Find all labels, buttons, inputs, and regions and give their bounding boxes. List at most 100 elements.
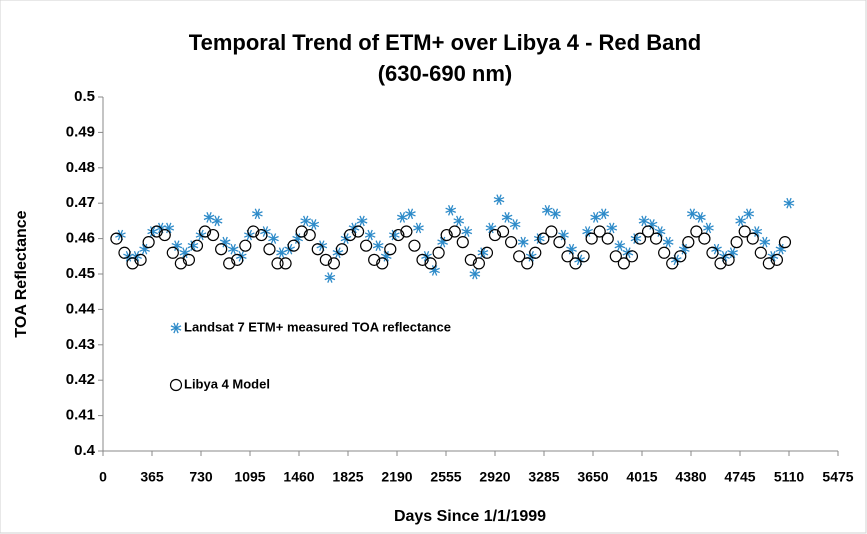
data-point [614,240,626,252]
data-point [553,236,566,249]
data-point [110,232,123,245]
data-point [432,246,445,259]
data-point [485,222,497,234]
x-tick-label: 2555 [430,469,461,485]
x-tick-label: 1460 [283,469,314,485]
data-point [537,232,550,245]
data-point [384,243,397,256]
data-point [287,239,300,252]
data-point [493,194,505,205]
data-point [150,225,163,238]
data-point [163,222,175,234]
data-point [513,250,526,263]
data-point [206,228,220,242]
data-point [295,225,308,238]
data-point [751,226,763,237]
y-tick-label: 0.49 [66,123,95,140]
data-point [759,236,771,248]
data-point [118,246,131,259]
x-tick-label: 3285 [528,469,559,485]
y-tick-label: 0.4 [74,442,96,459]
data-point [590,212,602,223]
y-tick-label: 0.45 [66,265,95,282]
x-tick-label: 1825 [332,469,363,485]
data-point [754,246,767,259]
x-tick-label: 4745 [724,469,755,485]
data-point [413,222,424,234]
data-point [440,228,453,242]
data-point [641,225,655,238]
y-tick-label: 0.42 [66,371,95,388]
data-point [166,246,179,259]
data-point [343,228,357,242]
data-point [521,257,534,270]
data-point [730,236,743,249]
data-point [606,222,618,234]
data-point [529,246,542,259]
data-point [783,197,795,209]
data-point [593,225,606,238]
legend-label: Landsat 7 ETM+ measured TOA reflectance [184,319,451,334]
data-point [437,236,448,248]
data-point [327,257,341,270]
data-point [617,257,630,270]
data-point [674,250,687,263]
chart-title: Temporal Trend of ETM+ over Libya 4 - Re… [189,30,701,55]
data-point [368,253,381,266]
data-point [746,232,759,245]
data-point [292,233,303,244]
data-point [360,239,373,252]
data-point [255,228,268,242]
data-point [703,222,714,234]
data-point [633,232,647,245]
data-point [488,228,502,242]
data-point [646,219,658,230]
data-point [147,226,159,237]
data-point [190,239,204,252]
data-point [388,229,400,241]
data-point [706,246,719,259]
data-point [517,236,529,248]
data-point [598,208,610,220]
data-point [509,219,521,230]
data-point [585,232,598,245]
data-point [533,233,545,244]
data-point [722,253,735,266]
data-point [762,257,775,270]
data-point [311,243,324,256]
data-point [609,250,622,263]
data-point [215,243,228,256]
data-point [405,208,416,220]
data-point [134,253,147,266]
data-point [335,243,349,256]
data-point [424,257,437,270]
y-tick-label: 0.48 [66,159,95,176]
data-point [356,215,368,227]
x-tick-label: 1095 [234,469,265,485]
data-point [566,243,577,255]
data-point [453,215,465,227]
data-point [219,236,231,248]
data-point [227,243,239,255]
y-tick-label: 0.44 [66,300,96,317]
data-point [735,215,747,227]
x-tick-label: 5110 [774,469,805,485]
data-point [279,257,292,270]
data-point [392,228,405,242]
data-point [558,229,569,241]
x-tick-label: 2920 [479,469,510,485]
data-point [408,239,421,252]
data-point [461,226,473,237]
y-tick-label: 0.47 [66,194,95,211]
data-point [658,246,671,259]
data-point [638,215,650,227]
data-point [550,208,561,220]
data-point [678,243,690,255]
data-point [480,246,494,259]
data-point [400,225,413,238]
data-point [182,253,196,266]
data-point [351,225,365,238]
x-tick-label: 730 [189,469,213,485]
data-point [469,268,481,280]
